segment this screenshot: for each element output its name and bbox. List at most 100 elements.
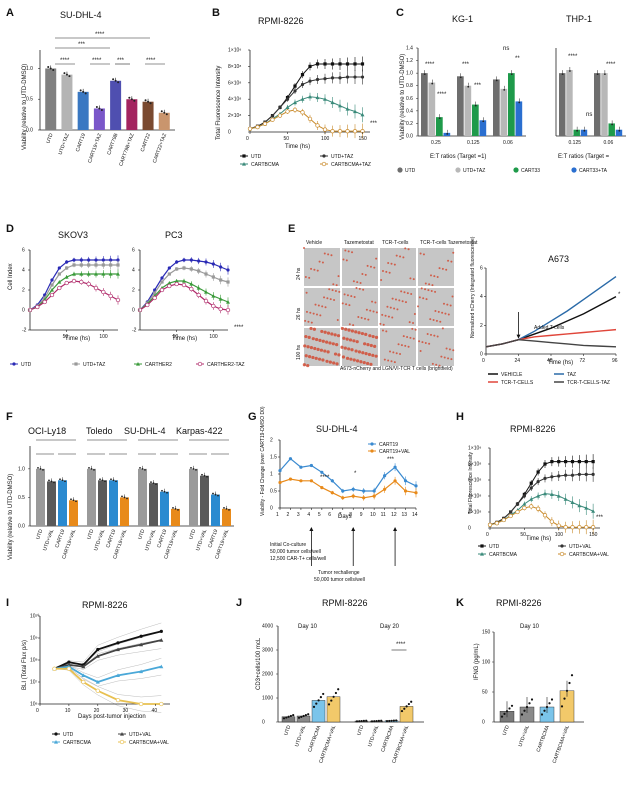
y-tick-label: 0 [480,352,483,358]
data-point [57,266,61,270]
replicate-dot [123,496,126,499]
panel-d: D SKOV3 PC3 Cell Index 50 100 -2 0 2 4 6 50 100… [6,223,245,368]
panel-b-plot: 0 50 100 150 0 2×10⁸ 4×10⁸ 6×10⁸ 8×10⁸ 1×10⁹ [228,48,370,142]
data-point [591,509,596,513]
cell-dot [335,284,338,287]
cell-dot [325,340,329,344]
panel-d-xlabel-right: Time (hs) [172,336,197,342]
data-point [360,75,365,79]
x-tick-label: 150 [589,532,598,538]
data-point [345,62,350,66]
cell-dot [304,334,308,339]
cell-dot [343,346,347,350]
panel-f-line-4: Karpas-422 [176,426,223,436]
replicate-dot [319,696,322,699]
cell-dot [438,364,441,367]
cell-dot [307,335,311,339]
cell-dot [440,355,443,358]
cell-dot [328,288,331,291]
x-tick-label: 0.125 [569,140,582,146]
data-point [152,295,157,301]
replicate-dot [100,108,103,111]
data-point [550,475,554,479]
data-point [182,279,186,283]
cell-dot [363,342,367,346]
replicate-dot [90,467,93,470]
cell-dot [399,255,402,258]
panel-c-sig-7: **** [568,54,578,60]
data-point [360,62,365,66]
y-tick-label: 0.8 [406,83,413,89]
data-point [116,272,120,276]
cell-dot [442,302,445,305]
data-point [81,673,86,677]
cell-dot [435,319,438,322]
replicate-dot [79,89,82,92]
data-point [535,506,541,511]
data-point [330,62,335,66]
cell-dot [362,360,366,365]
panel-c-sig-1: **** [425,62,435,68]
data-point [96,647,100,652]
cell-dot [435,363,438,366]
data-point [330,129,335,134]
legend-label: CARTBCMA [63,740,92,746]
x-tick-label: 0.06 [503,140,513,146]
panel-c-sig-2: **** [437,92,447,98]
replicate-dot [115,480,117,483]
replicate-dot [63,72,66,75]
x-tick-label: 3 [297,512,300,518]
replicate-dot [217,494,219,497]
cell-dot [345,303,348,306]
cell-dot [338,290,341,293]
y-tick-label: 0 [22,308,25,314]
x-tick-label: 10 [65,708,71,714]
panel-c-xlabel-right: E:T ratios (Target = [558,154,610,160]
panel-g-ylabel: Viability - Fold Change (over CART19-DMS… [260,406,266,516]
y-tick-label: 6 [480,266,483,272]
data-point [160,280,164,284]
bar-utd-taz [428,82,436,136]
cell-dot [371,353,375,357]
panel-g-sig-3: *** [387,457,395,463]
panel-j-letter: J [236,597,242,609]
replicate-dot [161,489,163,492]
y-tick-label: 0.6 [406,96,413,102]
replicate-dot [583,129,586,132]
y-tick-label: 2 [132,288,135,294]
x-tick-label: 20 [94,708,100,714]
replicate-dot [360,719,363,723]
cell-dot [304,319,307,322]
replicate-dot [510,73,513,76]
cell-dot [419,252,422,255]
cell-dot [428,342,431,345]
data-point [262,121,268,126]
cell-dot [404,344,407,347]
panel-b-sig: *** [370,121,378,127]
data-point [285,109,290,114]
cell-dot [447,313,450,316]
series-line-3 [485,328,617,348]
cell-dot [439,320,442,323]
cell-dot [395,254,398,257]
panel-a-title: SU-DHL-4 [60,10,102,20]
replicate-dot [431,82,434,85]
data-point [211,262,215,266]
cell-dot [409,336,412,339]
legend-label: TAZ [567,372,576,378]
cell-dot [441,327,444,330]
bar-cart79b [110,80,122,130]
legend-label: CARTBCMA [489,552,518,558]
data-point [160,276,164,280]
bar-cartbcma [311,700,326,723]
x-tick-label: 24 [515,358,521,364]
data-point [345,107,350,111]
panel-g: G SU-DHL-4 Viability - Fold Change (over… [248,406,418,583]
panel-e-xlabel: Time (hs) [548,360,573,366]
data-point [320,470,324,474]
data-point [584,472,588,476]
x-tick-label: 100 [99,334,108,340]
cell-dot [318,338,322,342]
panel-g-arrows [309,527,398,566]
cell-dot [361,273,364,276]
